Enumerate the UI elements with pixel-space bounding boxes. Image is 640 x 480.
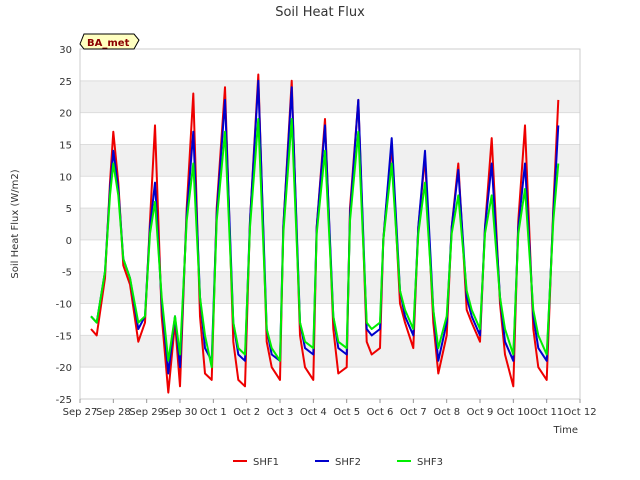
x-tick-label: Oct 8: [433, 407, 460, 418]
y-axis-ticks: -25 -20 -15 -10 -5 0 5 10 15 20 25 30: [56, 45, 72, 406]
y-tick-label: 5: [66, 204, 72, 215]
x-tick-label: Oct 1: [200, 407, 227, 418]
x-tick-label: Oct 6: [367, 407, 394, 418]
x-tick-label: Sep 30: [163, 407, 198, 418]
x-tick-label: Oct 2: [233, 407, 260, 418]
plot-band: [80, 144, 580, 177]
y-tick-label: -15: [56, 331, 72, 342]
y-tick-label: 15: [59, 140, 72, 151]
y-tick-label: 30: [59, 45, 72, 56]
y-tick-label: 10: [59, 172, 72, 183]
x-tick-label: Oct 7: [400, 407, 427, 418]
x-tick-label: Oct 12: [563, 407, 596, 418]
x-tick-label: Sep 28: [96, 407, 131, 418]
legend-label-shf1: SHF1: [253, 457, 279, 468]
x-tick-label: Oct 11: [530, 407, 563, 418]
badge-shape: [79, 33, 140, 50]
plot-band: [80, 271, 580, 304]
x-tick-label: Oct 10: [497, 407, 530, 418]
y-tick-label: -25: [56, 395, 72, 406]
y-tick-label: -5: [62, 268, 72, 279]
y-tick-label: 25: [59, 77, 72, 88]
x-axis-label: Time: [553, 425, 578, 436]
plot-frame: [79, 48, 581, 400]
x-tick-label: Sep 29: [129, 407, 164, 418]
plot-bands: [80, 80, 580, 368]
legend-label-shf2: SHF2: [335, 457, 361, 468]
chart-title: Soil Heat Flux: [275, 5, 365, 20]
x-tick-label: Oct 9: [467, 407, 494, 418]
legend-label-shf3: SHF3: [417, 457, 443, 468]
plot-band: [80, 80, 580, 113]
x-tick-label: Oct 4: [300, 407, 327, 418]
x-tick-label: Oct 5: [333, 407, 360, 418]
y-tick-label: 20: [59, 109, 72, 120]
legend: SHF1 SHF2 SHF3: [233, 457, 443, 468]
badge-label: BA_met: [87, 38, 130, 49]
x-tick-label: Oct 3: [267, 407, 294, 418]
y-axis-label: Soil Heat Flux (W/m2): [10, 169, 21, 278]
series-layer: [90, 73, 560, 394]
y-tick-label: 0: [66, 236, 72, 247]
y-tick-label: -10: [56, 300, 72, 311]
station-badge: BA_met: [79, 33, 140, 50]
series-line-shf3: [90, 118, 560, 369]
x-tick-label: Sep 27: [63, 407, 98, 418]
y-tick-label: -20: [56, 363, 72, 374]
